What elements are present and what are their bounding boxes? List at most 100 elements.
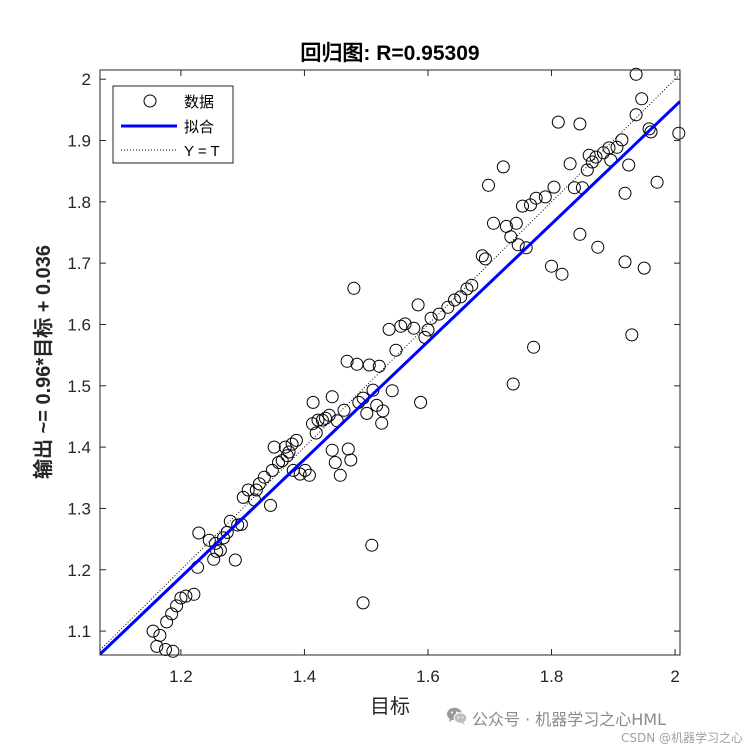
data-point	[509, 216, 523, 230]
data-point	[264, 498, 277, 512]
data-point	[207, 552, 221, 566]
data-point	[637, 261, 651, 275]
y-tick-label: 1.1	[67, 622, 91, 641]
data-point	[448, 293, 461, 307]
data-point	[249, 483, 263, 497]
data-point	[625, 328, 639, 342]
x-tick-label: 2	[670, 667, 679, 686]
data-point	[170, 599, 184, 613]
y-tick-label: 2	[82, 70, 91, 89]
data-point	[411, 298, 425, 312]
legend-circle-marker	[143, 94, 157, 108]
data-point	[289, 433, 303, 447]
data-point	[563, 157, 577, 171]
data-point	[424, 311, 438, 325]
data-point	[529, 191, 543, 205]
legend: 数据 拟合 Y = T	[112, 85, 234, 164]
legend-item-fit: 拟合	[121, 119, 214, 136]
data-point	[482, 178, 495, 192]
x-tick-label: 1.2	[169, 667, 193, 686]
data-point	[591, 240, 605, 254]
data-point	[622, 158, 636, 172]
x-tick-label: 1.6	[416, 667, 440, 686]
data-point	[309, 426, 323, 440]
data-point	[618, 186, 632, 200]
data-point	[333, 468, 347, 482]
data-point	[610, 140, 624, 154]
x-axis-label: 目标	[370, 695, 410, 718]
y-tick-label: 1.2	[67, 561, 91, 580]
data-point	[153, 628, 167, 642]
data-point	[241, 483, 255, 497]
line-series	[100, 73, 680, 655]
data-point	[585, 155, 599, 169]
data-point	[511, 238, 525, 252]
data-point	[555, 267, 569, 281]
data-point	[337, 403, 351, 417]
y-tick-label: 1.4	[67, 438, 91, 457]
data-point	[551, 115, 565, 129]
y-axis-label: 输出 ~= 0.96*目标 + 0.036	[31, 245, 55, 479]
data-point	[478, 252, 492, 266]
data-point	[187, 587, 201, 601]
data-point	[414, 395, 428, 409]
watermark-text: 公众号 · 机器学习之心HML	[472, 710, 667, 729]
data-point	[460, 282, 474, 296]
data-point	[567, 181, 581, 195]
data-point	[580, 163, 594, 177]
data-point	[285, 437, 299, 451]
data-point	[362, 358, 376, 372]
data-point	[496, 160, 510, 174]
legend-item-identity: Y = T	[121, 143, 220, 160]
data-point	[340, 354, 354, 368]
data-point	[306, 395, 320, 409]
data-point	[642, 122, 656, 136]
y-tick-label: 1.8	[67, 193, 91, 212]
data-point	[213, 543, 227, 557]
legend-label-identity: Y = T	[184, 143, 220, 160]
data-point	[385, 384, 399, 398]
data-point	[475, 249, 489, 263]
data-point	[360, 406, 374, 420]
data-point	[650, 175, 664, 189]
data-point	[325, 390, 339, 404]
axes-box	[99, 69, 681, 656]
data-point	[302, 468, 316, 482]
legend-item-data: 数据	[143, 94, 214, 111]
legend-label-fit: 拟合	[184, 119, 214, 136]
data-point	[278, 440, 292, 454]
data-point	[228, 553, 242, 567]
data-point	[252, 477, 266, 491]
axis-ticks: 1.2 1.4 1.6 1.8 2 1.1 1.2 1.3 1.4 1.5 1.6 1.7 1.8 1.9…	[67, 70, 680, 686]
data-point	[644, 125, 658, 139]
data-point	[573, 227, 587, 241]
data-point	[582, 148, 596, 162]
legend-label-data: 数据	[184, 94, 214, 111]
data-point	[432, 307, 446, 321]
y-tick-label: 1.7	[67, 254, 91, 273]
data-point	[298, 463, 312, 477]
fit-line	[100, 100, 680, 655]
data-point	[538, 190, 552, 204]
data-point	[179, 589, 193, 603]
data-point	[372, 359, 386, 373]
data-point	[344, 453, 358, 467]
data-point	[516, 199, 529, 213]
data-point	[146, 624, 160, 638]
data-point	[267, 440, 281, 454]
y-tick-label: 1.3	[67, 499, 91, 518]
data-point	[311, 413, 325, 427]
data-point	[506, 377, 520, 391]
data-point	[275, 454, 289, 468]
data-point	[487, 216, 500, 230]
data-point	[629, 67, 643, 81]
data-series	[146, 67, 686, 658]
data-point	[315, 413, 329, 427]
data-point	[257, 470, 271, 484]
data-point	[504, 230, 518, 244]
data-point	[293, 467, 307, 481]
chart-title: 回归图: R=0.95309	[300, 42, 479, 65]
data-point	[192, 526, 206, 540]
data-point	[325, 443, 339, 457]
